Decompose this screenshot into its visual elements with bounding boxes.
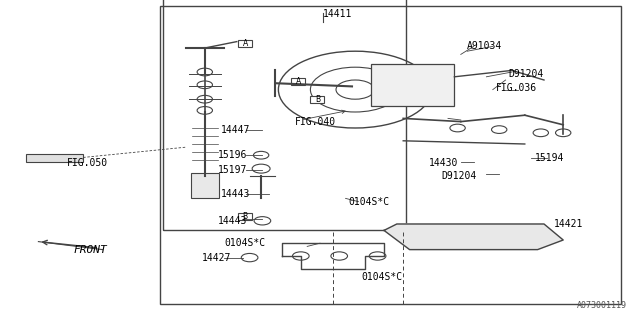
Text: A91034: A91034 xyxy=(467,41,502,52)
Polygon shape xyxy=(384,224,563,250)
Text: 14421: 14421 xyxy=(554,219,583,229)
Text: A: A xyxy=(243,39,248,48)
Text: A: A xyxy=(296,77,301,86)
FancyBboxPatch shape xyxy=(238,40,252,47)
Bar xyxy=(26,154,83,162)
Text: FIG.040: FIG.040 xyxy=(294,116,335,127)
Text: 0104S*C: 0104S*C xyxy=(362,272,403,282)
Text: D91204: D91204 xyxy=(442,171,477,181)
Text: FRONT: FRONT xyxy=(74,244,108,255)
Text: 0104S*C: 0104S*C xyxy=(349,196,390,207)
FancyBboxPatch shape xyxy=(310,96,324,103)
Bar xyxy=(160,6,621,304)
Bar xyxy=(371,64,454,106)
Bar xyxy=(163,0,406,230)
Text: 0104S*C: 0104S*C xyxy=(224,238,265,248)
Text: D91204: D91204 xyxy=(509,68,544,79)
FancyBboxPatch shape xyxy=(291,78,305,85)
Text: 15196: 15196 xyxy=(218,150,247,160)
Text: FIG.050: FIG.050 xyxy=(67,158,108,168)
Text: 14443: 14443 xyxy=(221,188,250,199)
Text: B: B xyxy=(315,95,320,104)
Text: 14411: 14411 xyxy=(323,9,353,20)
Text: A073001119: A073001119 xyxy=(577,301,627,310)
Text: 14443: 14443 xyxy=(218,216,247,226)
Text: B: B xyxy=(243,212,248,221)
Text: FIG.036: FIG.036 xyxy=(496,83,537,93)
Text: 15194: 15194 xyxy=(534,153,564,164)
Text: 14447: 14447 xyxy=(221,124,250,135)
Text: 14430: 14430 xyxy=(429,158,458,168)
Text: 15197: 15197 xyxy=(218,164,247,175)
FancyBboxPatch shape xyxy=(238,213,252,220)
Text: 14427: 14427 xyxy=(202,252,231,263)
Bar xyxy=(191,173,219,198)
